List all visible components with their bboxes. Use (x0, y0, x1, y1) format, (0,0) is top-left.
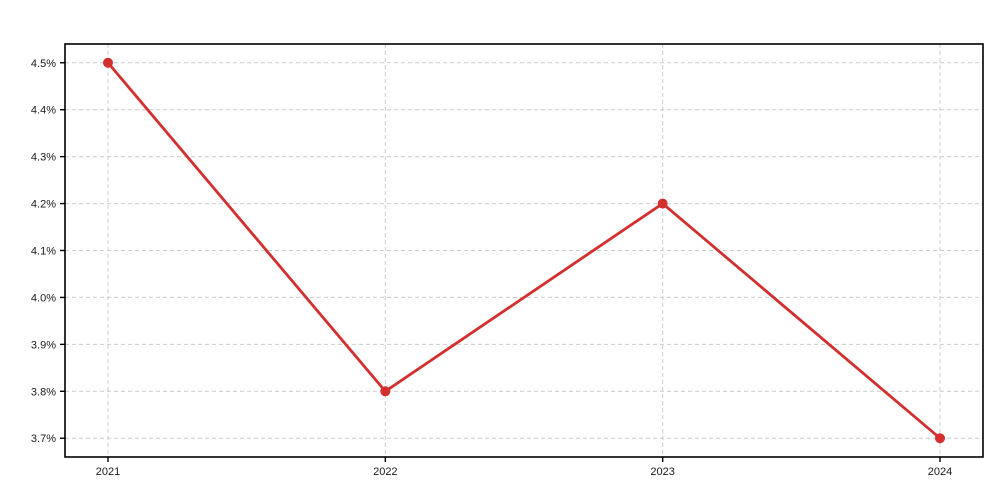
plot-border (64, 43, 984, 458)
y-tick-label: 3.7% (31, 433, 56, 445)
y-tick-label: 4.5% (31, 58, 56, 70)
y-tick-label: 4.2% (31, 199, 56, 211)
x-tick-label: 2024 (928, 466, 952, 478)
y-tick-label: 3.8% (31, 386, 56, 398)
data-point (657, 198, 668, 209)
y-tick-label: 4.3% (31, 152, 56, 164)
y-tick-label: 4.4% (31, 105, 56, 117)
y-tick-label: 4.1% (31, 246, 56, 258)
x-tick-label: 2023 (650, 466, 674, 478)
x-tick-label: 2021 (96, 466, 120, 478)
data-point (380, 386, 391, 397)
trend-line (106, 61, 942, 440)
y-tick-label: 4.0% (31, 292, 56, 304)
y-tick-label: 3.9% (31, 339, 56, 351)
data-point (935, 433, 945, 444)
data-point (103, 57, 113, 68)
x-tick-label: 2022 (373, 466, 397, 478)
